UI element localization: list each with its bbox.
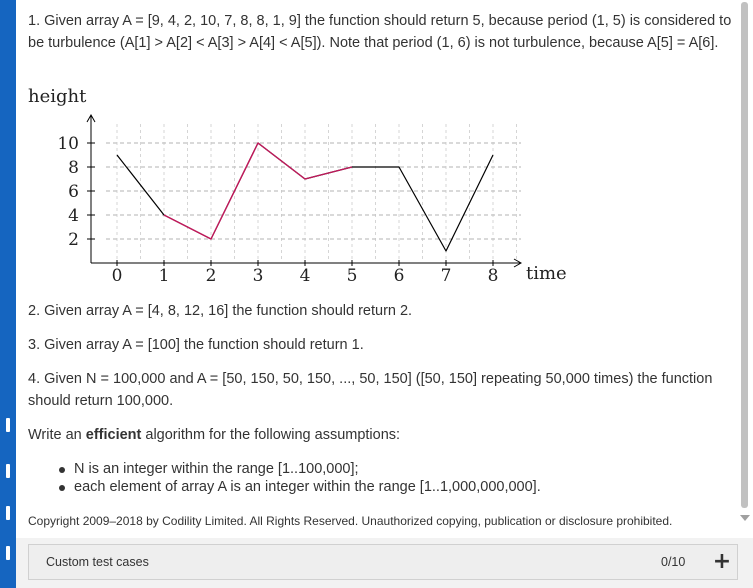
list-item: N is an integer within the range [1..100… bbox=[56, 460, 541, 478]
y-tick-label: 2 bbox=[68, 230, 79, 250]
accent-bar-mark bbox=[6, 464, 10, 478]
footer-panel: Custom test cases 0/10 + bbox=[16, 538, 753, 588]
height-time-chart: 2 4 6 8 10 0 1 2 3 4 5 6 7 8 time bbox=[57, 113, 567, 285]
x-tick-label: 7 bbox=[441, 266, 452, 285]
x-tick-label: 5 bbox=[347, 266, 358, 285]
accent-bar-mark bbox=[6, 418, 10, 432]
chart-y-label: height bbox=[28, 86, 87, 107]
x-tick-label: 0 bbox=[112, 266, 123, 285]
left-accent-bar bbox=[0, 0, 16, 588]
y-axis-arrow-icon bbox=[86, 113, 96, 123]
instruction-text: Write an efficient algorithm for the fol… bbox=[28, 424, 400, 446]
x-tick-label: 3 bbox=[253, 266, 264, 285]
highlighted-segment bbox=[163, 142, 353, 240]
example-3-text: 3. Given array A = [100] the function sh… bbox=[28, 337, 364, 353]
scroll-down-arrow-icon[interactable] bbox=[740, 515, 750, 521]
custom-test-cases-label: Custom test cases bbox=[46, 555, 149, 569]
copyright-notice: Copyright 2009–2018 by Codility Limited.… bbox=[28, 514, 673, 528]
instruction-suffix: algorithm for the following assumptions: bbox=[141, 427, 401, 443]
y-tick-label: 4 bbox=[68, 206, 79, 226]
assumptions-list: N is an integer within the range [1..100… bbox=[56, 460, 541, 496]
x-tick-label: 6 bbox=[394, 266, 405, 285]
assumption-text: each element of array A is an integer wi… bbox=[74, 479, 541, 495]
instruction-bold-word: efficient bbox=[85, 427, 142, 443]
y-tick-label: 8 bbox=[68, 158, 79, 178]
y-tick-label: 10 bbox=[57, 134, 79, 154]
instruction-prefix: Write an bbox=[28, 427, 86, 443]
x-axis-title: time bbox=[526, 263, 567, 284]
test-case-count: 0/10 bbox=[661, 555, 686, 569]
vertical-scrollbar[interactable] bbox=[738, 0, 753, 538]
y-tick-label: 6 bbox=[68, 182, 79, 202]
x-tick-label: 1 bbox=[159, 266, 170, 285]
example-4-text: 4. Given N = 100,000 and A = [50, 150, 5… bbox=[28, 371, 713, 409]
example-1-text: 1. Given array A = [9, 4, 2, 10, 7, 8, 8… bbox=[28, 13, 732, 51]
x-tick-label: 8 bbox=[488, 266, 499, 285]
x-tick-label: 2 bbox=[206, 266, 217, 285]
accent-bar-mark bbox=[6, 546, 10, 560]
bullet-dot-icon bbox=[59, 485, 65, 491]
bullet-dot-icon bbox=[59, 467, 65, 473]
x-tick-label: 4 bbox=[300, 266, 311, 285]
accent-bar-mark bbox=[6, 506, 10, 520]
task-description: 1. Given array A = [9, 4, 2, 10, 7, 8, 8… bbox=[16, 0, 736, 538]
x-axis-arrow-icon bbox=[513, 258, 523, 268]
assumption-text: N is an integer within the range [1..100… bbox=[74, 461, 359, 477]
scrollbar-thumb[interactable] bbox=[741, 2, 748, 508]
add-test-case-button[interactable]: + bbox=[709, 547, 735, 575]
example-2-text: 2. Given array A = [4, 8, 12, 16] the fu… bbox=[28, 303, 413, 319]
custom-test-cases-bar[interactable]: Custom test cases 0/10 + bbox=[28, 544, 738, 580]
list-item: each element of array A is an integer wi… bbox=[56, 478, 541, 496]
